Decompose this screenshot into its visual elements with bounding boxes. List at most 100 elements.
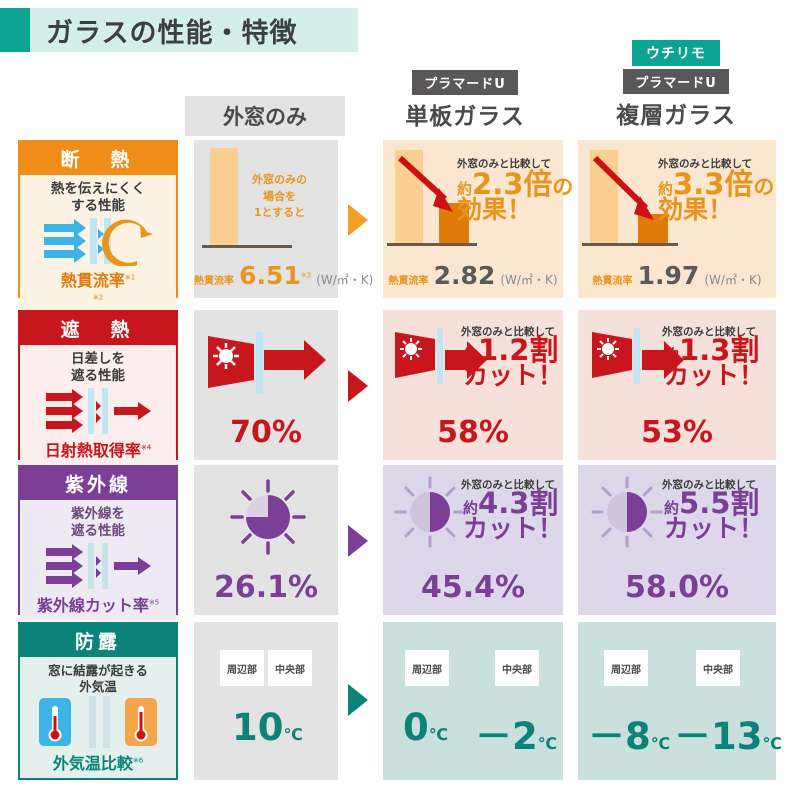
cell-insulation-double-pane: 外窓のみと比較して 約3.3倍の 効果！ 熱貫流率 1.97 (W/㎡・K) — [578, 140, 776, 298]
effect-line2: カット！ — [463, 361, 564, 391]
bar-baseline — [202, 245, 292, 248]
tag-edge: 周辺部 — [220, 650, 264, 686]
category-title-condensation: 防露 — [20, 624, 176, 657]
arrow-condensation-1 — [348, 684, 368, 716]
sun-pie-icon — [394, 476, 466, 548]
sun-pie-icon — [230, 479, 306, 555]
badge-pramado-u-single: プラマードU — [412, 70, 518, 95]
sun-through-glass-icon — [592, 328, 684, 384]
unit-label: 熱貫流率 — [194, 276, 234, 287]
effect-value: 4.3 — [478, 486, 530, 520]
page-title: ガラスの性能・特徴 — [0, 8, 358, 52]
value-heat-shield-single-pane: 58% — [383, 415, 563, 450]
value-text: 70% — [230, 415, 302, 450]
thermometer-comparison-icon — [33, 694, 163, 750]
unit-footnote: ※3 — [300, 271, 312, 280]
compare-note-double: 外窓のみと比較して — [662, 326, 757, 338]
effect-prefix: 約 — [658, 180, 674, 198]
effect-unit: 倍 — [724, 167, 754, 201]
category-title-uv: 紫外線 — [20, 467, 176, 500]
arrow-heat-shield-1 — [348, 370, 368, 402]
cell-condensation-outer-only: 周辺部 中央部 10℃ — [194, 622, 338, 780]
insulation-icon — [42, 215, 154, 267]
value-heat-shield-double-pane: 53% — [578, 415, 776, 450]
temp-unit: ℃ — [428, 725, 449, 744]
compare-note-single: 外窓のみと比較して — [461, 479, 556, 491]
arrow-uv-1 — [348, 525, 368, 557]
tag-center: 中央部 — [696, 650, 740, 686]
effect-prefix: 約 — [457, 180, 473, 198]
effect-line2: 効果！ — [457, 195, 533, 225]
unit-number: 2.82 — [433, 261, 496, 290]
value-text: 26.1% — [213, 570, 319, 605]
effect-value: 3.3 — [673, 167, 725, 201]
category-card-heat-shield: 遮 熱 日差しを 遮る性能 — [18, 310, 178, 465]
badge-pramado-u-double: プラマードU — [623, 69, 729, 94]
category-metric-uv: 紫外線カット率※5 — [36, 595, 160, 615]
value-double-pane-u-value: 熱貫流率 1.97 (W/㎡・K) — [578, 261, 776, 290]
effect-line2: カット！ — [664, 361, 765, 391]
value-text: 58.0% — [624, 570, 730, 605]
effect-line2: カット！ — [664, 514, 765, 544]
effect-unit: 割 — [529, 333, 559, 367]
effect-value: 2.3 — [472, 167, 524, 201]
note-outer-only-baseline: 外窓のみの 場合を 1とすると — [252, 173, 307, 219]
value-uv-double-pane: 58.0% — [578, 570, 776, 605]
value-condensation-single-edge: 0℃ — [403, 706, 448, 749]
effect-single-pane: 約4.3割 カット！ — [463, 489, 563, 542]
effect-prefix: 約 — [664, 499, 680, 517]
compare-note-double: 外窓のみと比較して — [658, 158, 753, 170]
effect-double-pane: 約5.5割 カット！ — [664, 489, 764, 542]
temp-unit: ℃ — [537, 734, 558, 753]
effect-double-pane: 約3.3倍の 効果！ — [658, 170, 774, 223]
category-metric-condensation: 外気温比較※6 — [52, 754, 144, 774]
cell-insulation-outer-only: 外窓のみの 場合を 1とすると 熱貫流率 6.51※3 (W/㎡・K) — [194, 140, 373, 298]
value-text: 45.4% — [420, 570, 526, 605]
temp-unit: ℃ — [650, 734, 671, 753]
cell-condensation-single-pane: 周辺部 中央部 0℃ －2℃ — [383, 622, 563, 780]
row-insulation: 断 熱 熱を伝えにくく する性能 — [0, 140, 800, 314]
cell-heat-shield-double-pane: 外窓のみと比較して 約1.3割 カット！ 53% — [578, 310, 776, 460]
value-condensation-single-center: －2℃ — [475, 706, 557, 760]
effect-value: 1.3 — [679, 333, 731, 367]
effect-line2: 効果！ — [658, 195, 734, 225]
sun-through-glass-icon — [208, 332, 326, 394]
value-single-pane-u-value: 熱貫流率 2.82 (W/㎡・K) — [383, 261, 563, 290]
unit-label: 熱貫流率 — [388, 276, 429, 287]
title-bar: ガラスの性能・特徴 — [30, 8, 358, 52]
effect-value: 1.2 — [478, 333, 530, 367]
uv-icon — [42, 540, 154, 592]
cell-uv-outer-only: 26.1% — [194, 465, 338, 615]
unit-number: 1.97 — [637, 261, 700, 290]
temp-number: －13 — [674, 715, 763, 758]
bar-outer-only — [210, 148, 238, 248]
sun-pie-icon — [591, 476, 663, 548]
compare-note-double: 外窓のみと比較して — [662, 479, 757, 491]
value-condensation-outer-only: 10℃ — [232, 706, 303, 749]
effect-suffix: の — [753, 175, 775, 199]
badge-uchirimo: ウチリモ — [632, 40, 720, 66]
value-outer-only-u-value: 熱貫流率 6.51※3 (W/㎡・K) — [194, 261, 373, 290]
value-condensation-double-edge: －8℃ — [588, 706, 670, 760]
unit-suffix: (W/㎡・K) — [704, 273, 762, 287]
heat-shield-icon — [42, 385, 154, 437]
temp-unit: ℃ — [762, 734, 782, 753]
effect-unit: 割 — [730, 333, 760, 367]
category-subtitle-condensation: 窓に結露が起きる 外気温 — [48, 663, 148, 694]
effect-double-pane: 約1.3割 カット！ — [664, 336, 764, 389]
column-header-double-pane: ウチリモ プラマードU 複層ガラス — [578, 40, 774, 130]
row-condensation: 防露 窓に結露が起きる 外気温 — [0, 622, 800, 782]
value-uv-single-pane: 45.4% — [383, 570, 563, 605]
value-text: 58% — [437, 415, 509, 450]
value-text: 53% — [641, 415, 713, 450]
title-accent-bar — [0, 8, 30, 52]
effect-suffix: の — [552, 175, 574, 199]
effect-prefix: 約 — [463, 499, 479, 517]
tag-edge: 周辺部 — [604, 650, 648, 686]
effect-unit: 割 — [529, 486, 559, 520]
column-header-outer-only: 外窓のみ — [185, 96, 345, 136]
category-subtitle-heat-shield: 日差しを 遮る性能 — [71, 351, 125, 384]
column-header-double-pane-label: 複層ガラス — [616, 103, 736, 129]
page-title-text: ガラスの性能・特徴 — [46, 17, 298, 49]
unit-label: 熱貫流率 — [592, 276, 633, 287]
